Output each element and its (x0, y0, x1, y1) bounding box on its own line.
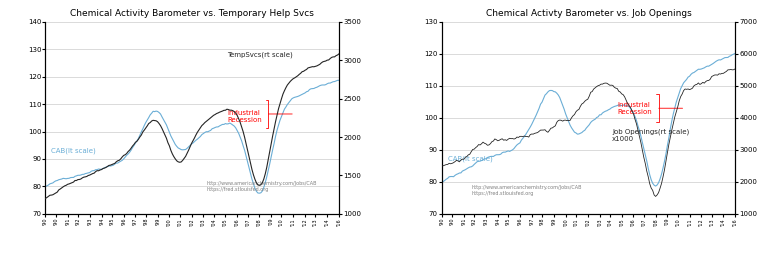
Text: Industrial
Recession: Industrial Recession (618, 102, 653, 115)
Text: http://www.americanchemistry.com/Jobs/CAB
https://fred.stlouisfed.org: http://www.americanchemistry.com/Jobs/CA… (207, 181, 318, 192)
Text: CAB(lt scale): CAB(lt scale) (448, 155, 493, 161)
Title: Chemical Activty Barometer vs. Job Openings: Chemical Activty Barometer vs. Job Openi… (486, 9, 691, 18)
Text: Industrial
Recession: Industrial Recession (227, 110, 262, 123)
Text: Job Openings(rt scale)
x1000: Job Openings(rt scale) x1000 (612, 128, 689, 142)
Text: CAB(lt scale): CAB(lt scale) (52, 147, 96, 154)
Title: Chemical Activity Barometer vs. Temporary Help Svcs: Chemical Activity Barometer vs. Temporar… (70, 9, 314, 18)
Text: http://www.americanchemistry.com/Jobs/CAB
https://fred.stlouisfed.org: http://www.americanchemistry.com/Jobs/CA… (471, 185, 581, 196)
Text: TempSvcs(rt scale): TempSvcs(rt scale) (227, 52, 293, 58)
